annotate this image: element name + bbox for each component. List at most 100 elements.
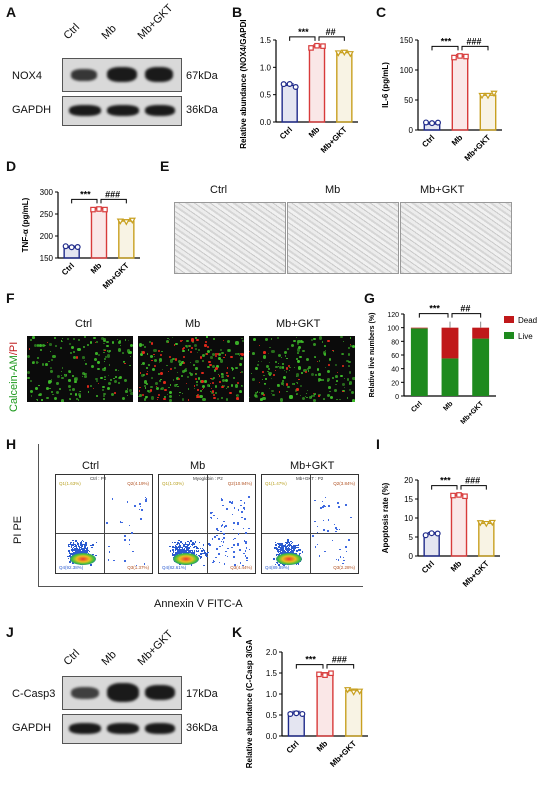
y-tick-label: 250 [40,210,54,219]
flow-axes [38,444,363,587]
sig-label: ### [105,189,120,199]
x-tick-label: Ctrl [278,125,294,141]
lane-label: Ctrl [61,647,83,668]
data-point [340,49,348,57]
panel-label-b: B [232,4,243,20]
data-point [457,53,463,59]
quadrant-q4: Q4(89.89%) [265,565,290,570]
protein-label: C-Casp3 [12,688,56,700]
sig-label: *** [440,476,451,486]
microscopy-image [287,202,399,274]
data-point [286,81,293,88]
quadrant-q4: Q4(92.38%) [59,565,84,570]
data-point [488,519,496,527]
sig-label: *** [298,27,309,37]
bar-live [472,338,490,396]
y-tick-label: 15 [404,495,413,504]
fluorescence-image [249,336,355,402]
panel-label-a: A [6,4,17,20]
sig-label: ### [466,36,481,46]
data-point [463,53,469,60]
image-title: Mb+GKT [276,318,321,330]
sig-bracket [461,45,489,51]
fluorescence-image [27,336,133,402]
panel-label-h: H [6,436,17,452]
sig-label: ### [332,655,347,665]
blot-strip-gapdh [62,96,182,126]
y-tick-label: 20 [391,380,399,387]
sig-bracket [326,664,355,669]
quadrant-q3: Q3(2.28%) [333,565,355,570]
data-point [74,244,81,251]
y-tick-label: 0.5 [260,91,272,100]
image-title: Ctrl [210,184,228,196]
y-tick-label: 5 [409,533,414,542]
data-point [422,532,429,539]
stain-label: Calcein-AM/PI [8,342,20,412]
y-tick-label: 120 [387,312,399,319]
data-point [116,218,124,225]
x-tick-label: Mb+GKT [461,559,491,589]
sig-bracket [451,313,482,318]
fluorescence-image [138,336,244,402]
panel-label-g: G [364,290,375,306]
protein-label: NOX4 [12,70,42,82]
panel-label-j: J [6,624,14,640]
y-tick-label: 150 [400,36,414,45]
y-tick-label: 0.0 [266,732,278,741]
lane-label: Mb [99,22,119,42]
data-point [434,119,441,126]
quadrant-q2: Q2(10.94%) [227,481,252,486]
x-tick-label: Ctrl [420,133,436,149]
bar-live [410,328,428,396]
bar [118,220,135,259]
kda-label: 36kDa [186,104,218,116]
y-tick-label: 1.0 [260,63,272,72]
chart-b: 0.0 0.5 1.0 1.5 Relative abundance (NOX4/GAP… [239,20,358,155]
bar [479,94,497,131]
blot-strip-nox4 [62,58,182,92]
sig-bracket [295,664,324,669]
y-tick-label: 1.0 [266,690,278,699]
y-tick-label: 1.5 [266,669,278,678]
x-tick-label: Mb [442,400,454,412]
y-axis-label: Apoptosis rate (%) [381,482,390,553]
data-point [90,206,96,213]
sig-bracket [100,198,127,204]
x-tick-label: Mb [315,739,330,754]
data-point [308,45,314,51]
data-point [450,492,456,499]
y-tick-label: 150 [40,254,54,263]
flow-header: Mb+GKT : P2 [296,476,324,481]
y-tick-label: 0 [395,394,399,401]
legend-label: Dead [518,316,537,325]
x-tick-label: Mb [307,125,322,140]
image-title: Mb+GKT [420,184,465,196]
data-point [344,687,352,694]
y-axis-label: Relative abundance (C-Casp 3/GAPDH) [245,640,254,768]
data-point [128,217,136,225]
bar [281,84,298,123]
panel-label-c: C [376,4,387,20]
data-point [322,672,328,678]
data-point [62,243,69,250]
y-tick-label: 80 [391,339,399,346]
data-point [490,90,498,98]
data-point [334,50,342,57]
legend-label: Live [518,332,533,341]
sig-label: *** [429,304,440,314]
sig-label: *** [441,36,452,46]
calcein-label: Calcein-AM [8,355,20,412]
data-point [293,710,300,717]
bar [450,494,468,557]
lane-label: Mb+GKT [135,628,176,668]
legend-swatch-live [504,332,514,339]
data-point [68,244,75,251]
blot-strip-ccasp3 [62,676,182,710]
data-point [478,92,486,100]
microscopy-image [400,202,512,274]
sig-label: *** [80,189,91,199]
sig-bracket [460,485,487,490]
data-point [428,120,435,127]
